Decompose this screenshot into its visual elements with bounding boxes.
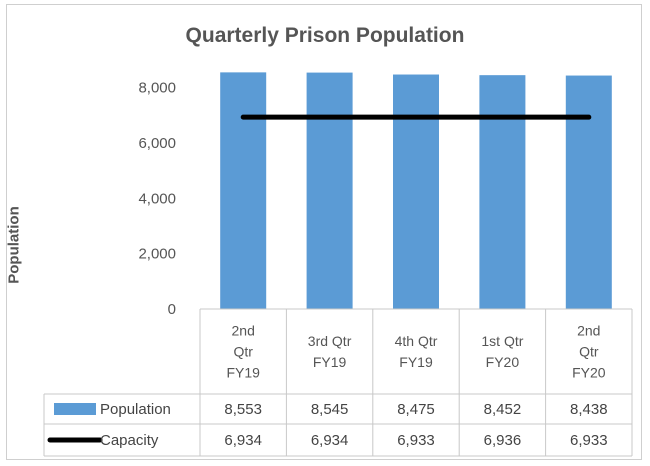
category-label: Qtr [233, 344, 253, 360]
category-label: 1st Qtr [481, 333, 523, 349]
series-name: Population [100, 401, 171, 418]
category-label: 3rd Qtr [308, 333, 352, 349]
data-table-value: 6,933 [397, 432, 435, 449]
data-table-value: 8,452 [484, 401, 522, 418]
y-axis-ticks: 0 2,000 4,000 6,000 8,000 [138, 80, 176, 318]
data-table-value: 6,936 [484, 432, 522, 449]
population-bar [220, 72, 267, 309]
data-table-value: 6,934 [311, 432, 349, 449]
legend-key-population [54, 403, 96, 415]
category-label: Qtr [579, 344, 599, 360]
population-bar [565, 75, 612, 309]
y-tick-label: 2,000 [138, 246, 176, 263]
population-bar [306, 72, 353, 309]
category-label: 2nd [577, 323, 600, 339]
y-tick-label: 6,000 [138, 135, 176, 152]
y-tick-label: 0 [168, 301, 176, 318]
chart-title: Quarterly Prison Population [185, 24, 465, 47]
series-name: Capacity [100, 432, 159, 449]
category-label: 4th Qtr [395, 333, 438, 349]
data-table-value: 8,475 [397, 401, 435, 418]
data-table: 2nd Qtr FY19 3rd Qtr FY19 4th Qtr FY19 1st Qtr F… [43, 308, 633, 457]
data-table-value: 8,545 [311, 401, 349, 418]
population-bars [220, 72, 612, 310]
y-tick-label: 4,000 [138, 190, 176, 207]
y-tick-label: 8,000 [138, 80, 176, 97]
category-label: FY20 [486, 354, 520, 370]
category-label: FY19 [313, 354, 347, 370]
data-table-value: 6,933 [570, 432, 608, 449]
category-label: FY19 [226, 365, 260, 381]
data-table-value: 8,438 [570, 401, 608, 418]
category-label: FY20 [572, 365, 606, 381]
data-table-value: 8,553 [224, 401, 262, 418]
category-label: 2nd [232, 323, 255, 339]
category-label: FY19 [399, 354, 433, 370]
population-bar [393, 74, 439, 310]
population-bar [479, 75, 526, 309]
data-table-value: 6,934 [224, 432, 262, 449]
